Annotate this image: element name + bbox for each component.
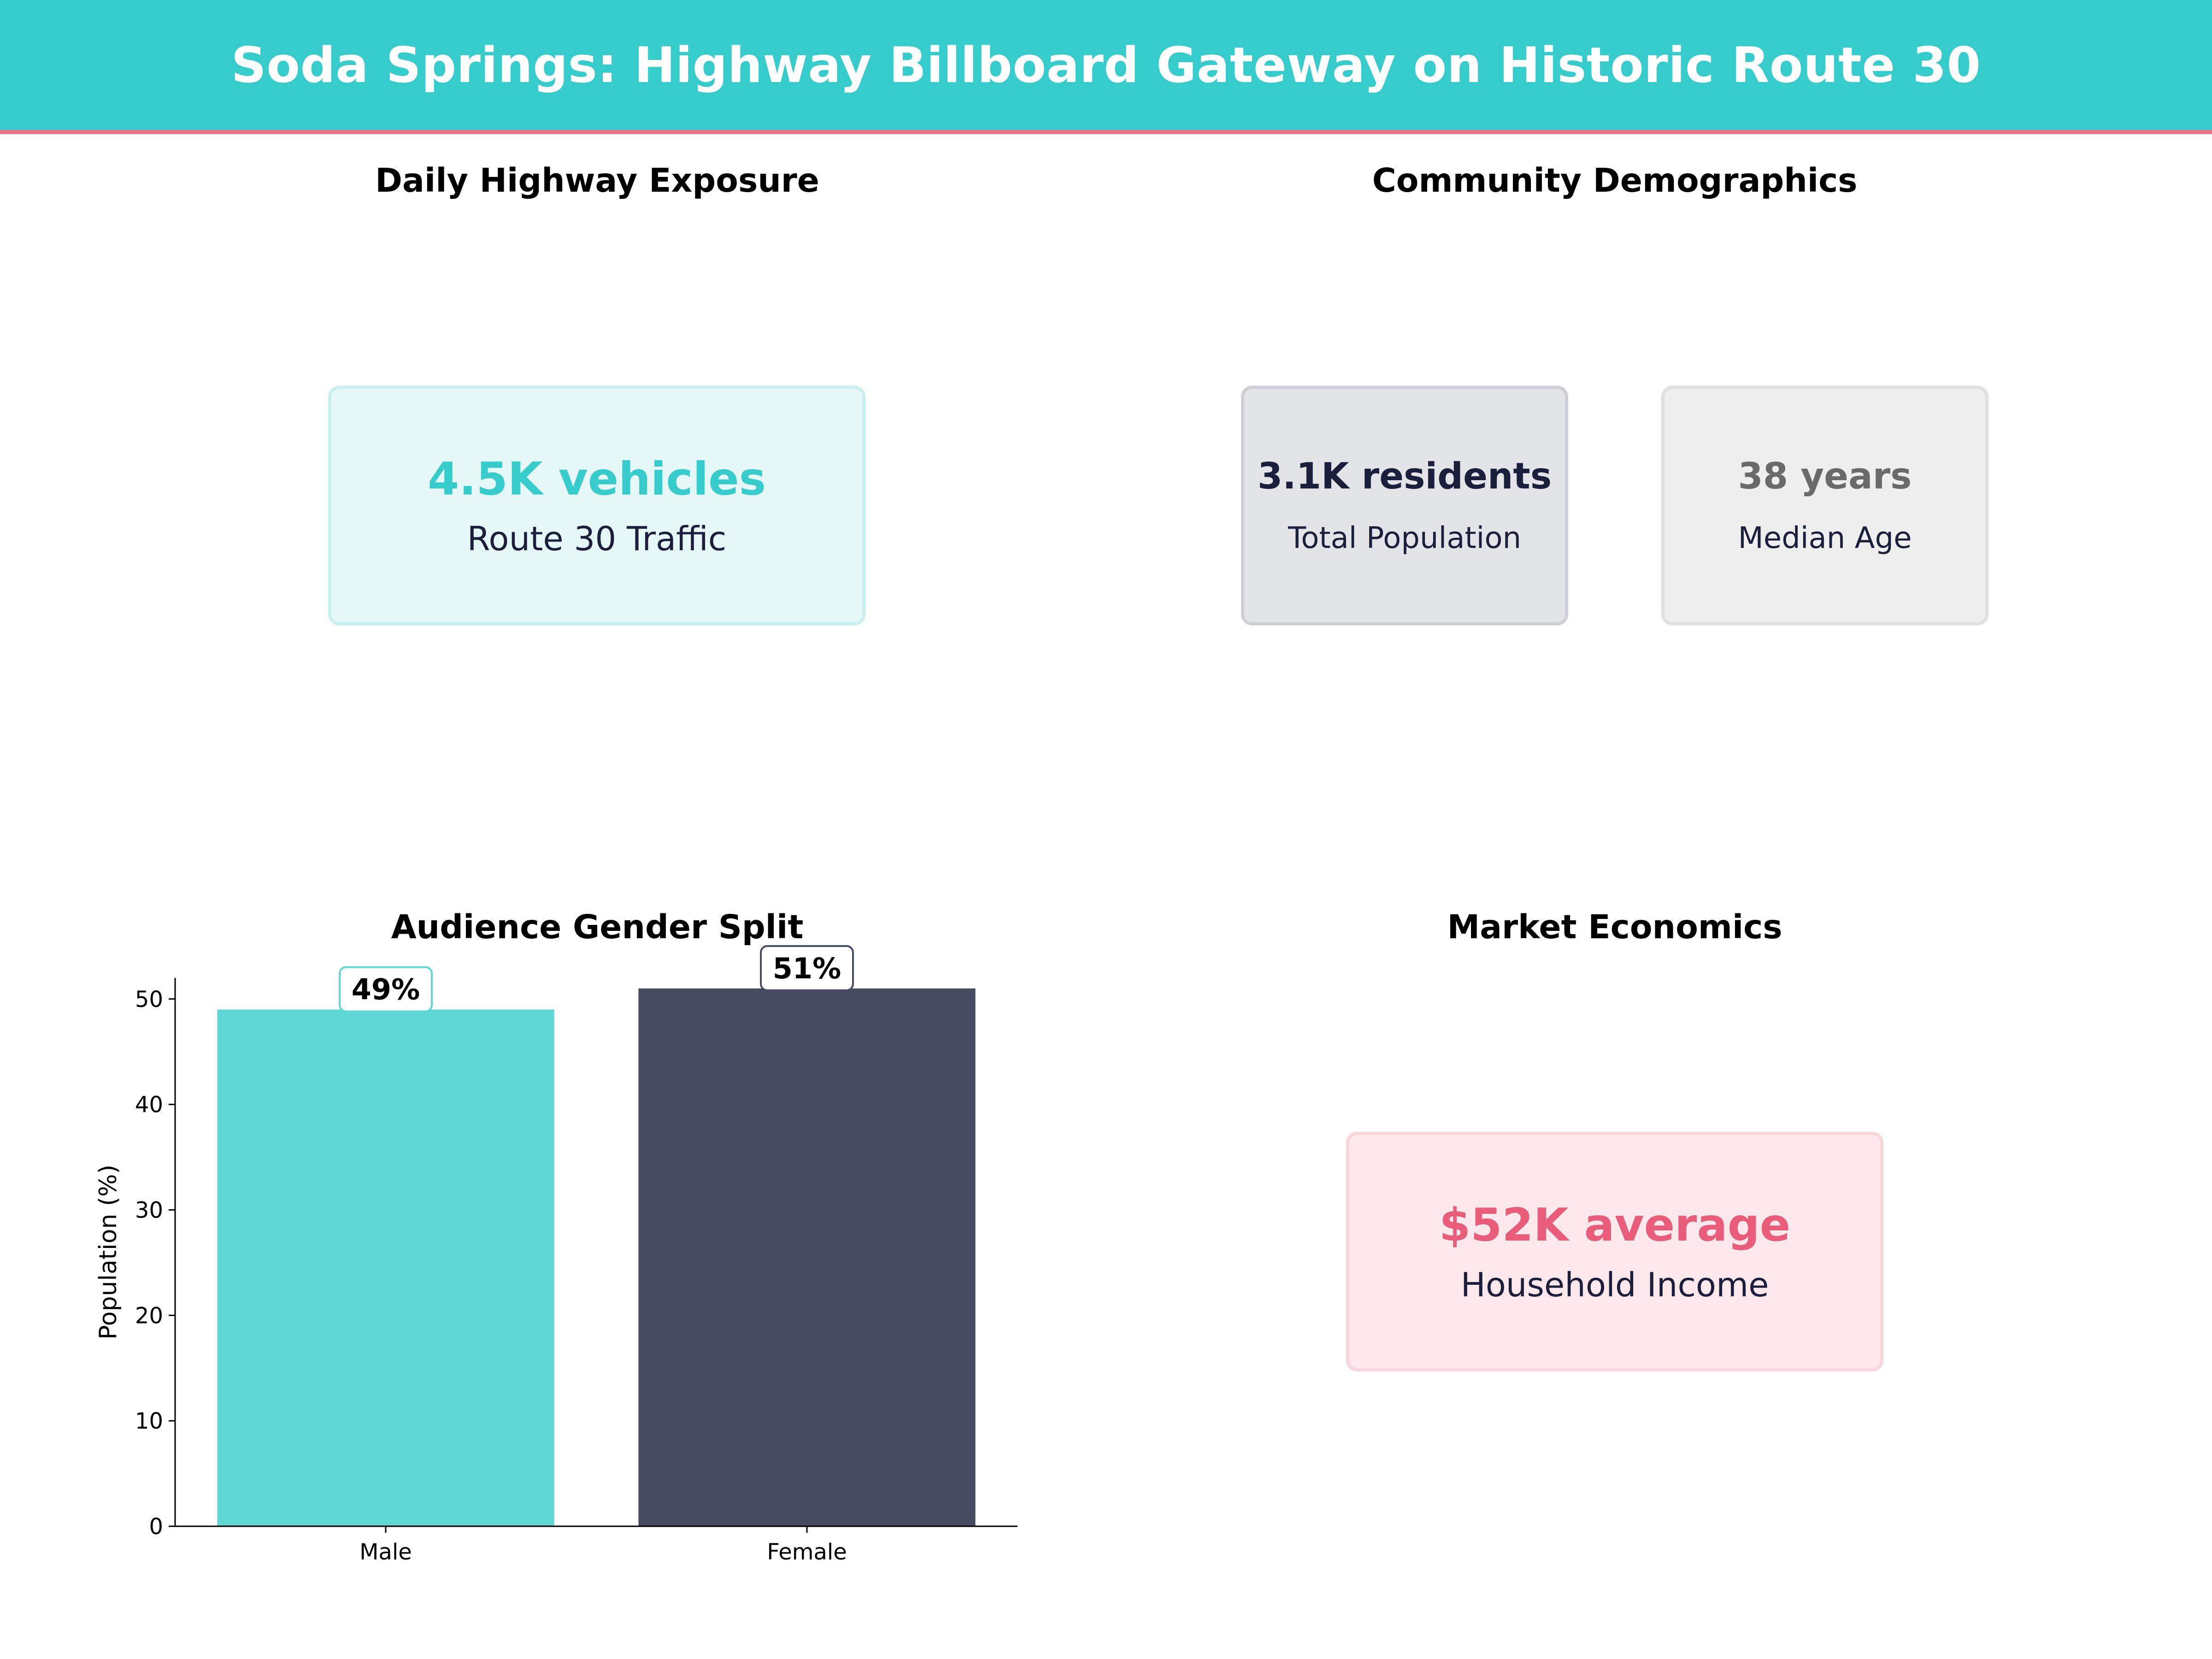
x-tick-label-female: Female — [767, 1539, 847, 1565]
y-tick-label: 30 — [135, 1197, 163, 1223]
data-label-box-male — [339, 966, 433, 1012]
header-banner: Soda Springs: Highway Billboard Gateway … — [0, 0, 2212, 134]
y-tick-label: 10 — [135, 1408, 163, 1434]
bar-male — [217, 1009, 554, 1526]
section-title-economics: Market Economics — [1447, 908, 1783, 946]
page-title: Soda Springs: Highway Billboard Gateway … — [231, 36, 1981, 94]
section-title-demographics: Community Demographics — [1372, 161, 1858, 200]
kpi-value-median-age: 38 years — [1738, 456, 1912, 497]
kpi-value-income: $52K average — [1439, 1199, 1791, 1252]
kpi-value-traffic: 4.5K vehicles — [428, 453, 766, 506]
section-title-exposure: Daily Highway Exposure — [375, 161, 819, 200]
kpi-card-traffic: 4.5K vehicles Route 30 Traffic — [328, 386, 865, 625]
kpi-label-income: Household Income — [1460, 1265, 1769, 1304]
kpi-card-population: 3.1K residents Total Population — [1241, 386, 1568, 625]
data-label-male: 49% — [352, 973, 420, 1006]
y-axis-label: Population (%) — [94, 1165, 122, 1340]
kpi-value-population: 3.1K residents — [1257, 456, 1552, 497]
data-label-box-female — [760, 945, 854, 991]
y-tick-label: 40 — [135, 1092, 163, 1118]
y-tick-label: 0 — [149, 1514, 163, 1540]
x-tick-label-male: Male — [359, 1539, 412, 1565]
kpi-label-median-age: Median Age — [1738, 521, 1912, 555]
kpi-label-population: Total Population — [1288, 521, 1522, 555]
kpi-card-median-age: 38 years Median Age — [1661, 386, 1988, 625]
section-title-gender: Audience Gender Split — [391, 908, 804, 946]
kpi-card-income: $52K average Household Income — [1346, 1132, 1883, 1371]
data-label-female: 51% — [773, 952, 841, 985]
bar-female — [638, 988, 976, 1526]
y-tick-label: 50 — [135, 987, 163, 1012]
kpi-label-traffic: Route 30 Traffic — [467, 519, 727, 558]
y-tick-label: 20 — [135, 1303, 163, 1329]
